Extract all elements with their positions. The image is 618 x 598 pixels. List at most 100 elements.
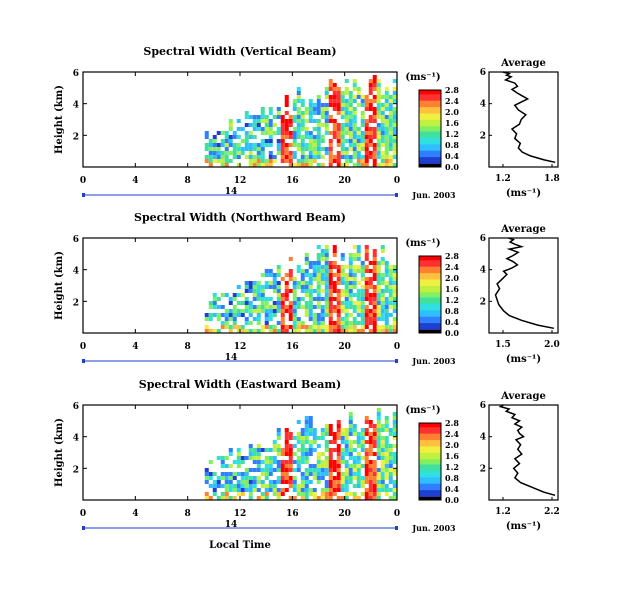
heatmap-cell [376, 424, 381, 428]
heatmap-cell [268, 488, 273, 492]
heatmap-cell [324, 432, 329, 436]
heatmap-cell [388, 135, 393, 139]
heatmap-cell [292, 488, 297, 492]
heatmap-cell [344, 468, 349, 472]
heatmap-cell [292, 309, 297, 313]
colorbar-swatch [419, 320, 441, 322]
heatmap-cell [300, 432, 305, 436]
heatmap-cell [324, 151, 329, 155]
heatmap-cell [268, 143, 273, 147]
heatmap-cell [328, 313, 333, 317]
heatmap-cell [348, 420, 353, 424]
heatmap-cell [268, 480, 273, 484]
heatmap-cell [256, 468, 261, 472]
heatmap-cell [368, 460, 373, 464]
heatmap-cell [332, 249, 337, 253]
heatmap-cell [252, 155, 257, 159]
heatmap-cell [384, 444, 389, 448]
heatmap-cell [332, 95, 337, 99]
heatmap-cell [348, 285, 353, 289]
heatmap-cell [204, 313, 209, 317]
heatmap-cell [388, 444, 393, 448]
heatmap-cell [312, 436, 317, 440]
colorbar-swatch [419, 285, 441, 288]
heatmap-cell [248, 123, 253, 127]
heatmap-cell [248, 329, 253, 333]
heatmap-cell [364, 135, 369, 139]
heatmap-cell [344, 111, 349, 115]
heatmap-cell [208, 484, 213, 488]
heatmap-cell [308, 155, 313, 159]
heatmap-cell [368, 496, 373, 500]
heatmap-cell [308, 261, 313, 265]
colorbar-swatch [419, 113, 441, 115]
heatmap-cell [344, 87, 349, 91]
heatmap-cell [352, 476, 357, 480]
heatmap-cell [264, 143, 269, 147]
heatmap-cell [316, 95, 321, 99]
heatmap-cell [304, 301, 309, 305]
colorbar-swatch [419, 131, 441, 133]
heatmap-cell [280, 464, 285, 468]
heatmap-cell [336, 472, 341, 476]
colorbar-swatch [419, 90, 441, 92]
heatmap-cell [364, 428, 369, 432]
heatmap-cell [296, 107, 301, 111]
heatmap-cell [320, 155, 325, 159]
heatmap-cell [320, 249, 325, 253]
heatmap-cell [300, 273, 305, 277]
heatmap-cell [384, 159, 389, 163]
heatmap-cell [384, 127, 389, 131]
heatmap-cell [304, 293, 309, 297]
heatmap-cell [268, 317, 273, 321]
heatmap-cell [392, 460, 397, 464]
heatmap-cell [376, 480, 381, 484]
heatmap-cell [308, 139, 313, 143]
colorbar-swatch [419, 156, 441, 159]
heatmap-cell [332, 440, 337, 444]
heatmap-cell [340, 95, 345, 99]
heatmap-cell [360, 155, 365, 159]
colorbar-swatch [419, 439, 441, 442]
heatmap-cell [364, 107, 369, 111]
chart-title: Spectral Width (Vertical Beam) [143, 45, 336, 58]
heatmap-cell [260, 448, 265, 452]
heatmap-cell [340, 269, 345, 273]
heatmap-cell [356, 440, 361, 444]
heatmap-cell [280, 492, 285, 496]
heatmap-cell [220, 476, 225, 480]
colorbar-tick-label: 0.0 [445, 495, 459, 505]
heatmap-cell [276, 273, 281, 277]
heatmap-cell [248, 448, 253, 452]
heatmap-cell [316, 135, 321, 139]
heatmap-cell [384, 261, 389, 265]
heatmap-cell [276, 147, 281, 151]
heatmap-cell [336, 305, 341, 309]
colorbar-swatch [419, 451, 441, 453]
heatmap-cell [228, 143, 233, 147]
colorbar-swatch [419, 257, 441, 259]
heatmap-cell [272, 492, 277, 496]
heatmap-cell [360, 456, 365, 460]
heatmap-cell [288, 496, 293, 500]
heatmap-cell [388, 305, 393, 309]
heatmap-cell [320, 476, 325, 480]
heatmap-cell [304, 424, 309, 428]
heatmap-cell [216, 131, 221, 135]
colorbar-swatch [419, 494, 441, 497]
heatmap-cell [228, 313, 233, 317]
heatmap-cell [256, 155, 261, 159]
heatmap-cell [316, 456, 321, 460]
heatmap-cell [380, 468, 385, 472]
average-x-tick-label: 1.2 [495, 507, 511, 517]
heatmap-cell [284, 289, 289, 293]
average-y-tick-label: 2 [480, 297, 486, 307]
y-tick-label: 6 [73, 402, 79, 412]
colorbar-swatch [419, 325, 441, 327]
heatmap-cell [372, 155, 377, 159]
heatmap-cell [328, 464, 333, 468]
heatmap-cell [300, 115, 305, 119]
heatmap-cell [260, 143, 265, 147]
heatmap-cell [236, 309, 241, 313]
heatmap-cell [356, 301, 361, 305]
